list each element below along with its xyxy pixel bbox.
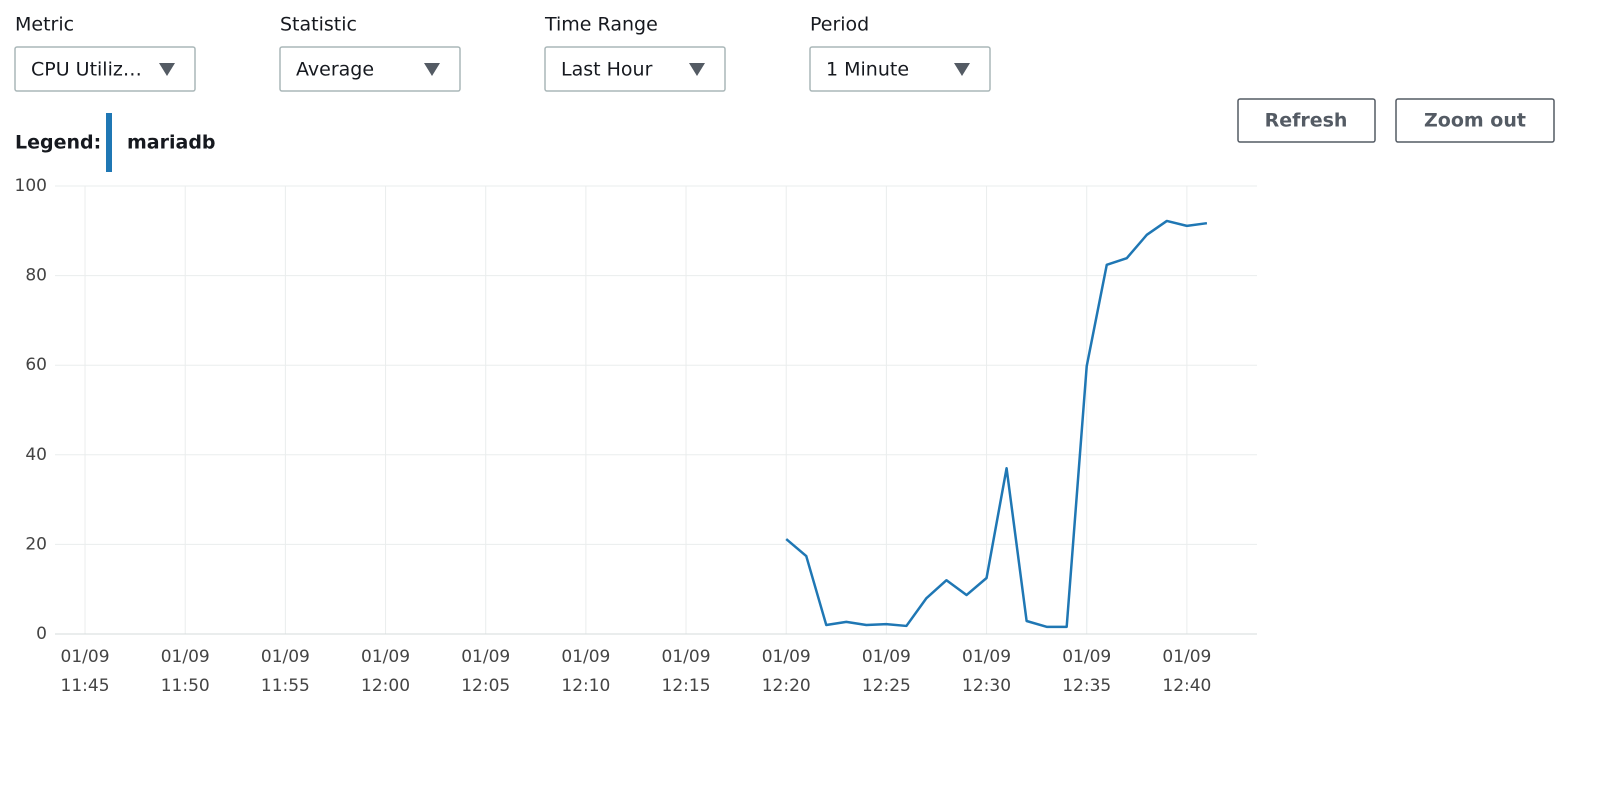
y-tick-label: 60 [25, 355, 47, 375]
x-tick-date: 01/09 [261, 647, 310, 667]
x-tick-time: 11:55 [261, 676, 310, 696]
control-label: Metric [15, 14, 74, 36]
x-tick-date: 01/09 [1062, 647, 1111, 667]
dropdown-arrow [689, 63, 705, 76]
x-tick-time: 12:35 [1062, 676, 1111, 696]
dropdown-arrow [159, 63, 175, 76]
x-tick-time: 12:20 [762, 676, 811, 696]
x-tick-date: 01/09 [1162, 647, 1211, 667]
control-label: Period [810, 14, 869, 36]
dropdown-frame [279, 46, 461, 92]
y-tick-label: 80 [25, 266, 47, 286]
button-label: Refresh [1265, 110, 1348, 132]
x-tick-time: 12:30 [962, 676, 1011, 696]
x-tick-date: 01/09 [762, 647, 811, 667]
dropdown[interactable]: Average [279, 46, 461, 92]
dropdown[interactable]: 1 Minute [809, 46, 991, 92]
dropdown[interactable]: Last Hour [544, 46, 726, 92]
y-tick-label: 100 [15, 176, 47, 196]
x-tick-time: 12:25 [862, 676, 911, 696]
y-tick-label: 0 [36, 624, 47, 644]
refresh-button[interactable]: Refresh [1237, 98, 1376, 143]
y-tick-label: 40 [25, 445, 47, 465]
dropdown-value: Average [296, 59, 374, 81]
x-tick-date: 01/09 [161, 647, 210, 667]
control-label: Statistic [280, 14, 357, 36]
x-tick-date: 01/09 [962, 647, 1011, 667]
button-frame [1237, 98, 1376, 143]
dropdown-arrow [954, 63, 970, 76]
dropdown-arrow [424, 63, 440, 76]
dropdown[interactable]: CPU Utiliz… [14, 46, 196, 92]
data-line [785, 219, 1208, 629]
controls: Metric CPU Utiliz… Statistic Average Time Ra… [14, 14, 991, 92]
dropdown-frame [544, 46, 726, 92]
legend-entry: mariadb [127, 132, 216, 154]
legend-swatch [106, 113, 112, 172]
x-tick-time: 12:15 [662, 676, 711, 696]
legend-title: Legend: [15, 132, 101, 154]
x-tick-time: 12:10 [561, 676, 610, 696]
button-label: Zoom out [1424, 110, 1526, 132]
dropdown-value: Last Hour [561, 59, 653, 81]
chart: 0 20 40 60 80 100 01/09 11:45 01/09 11:50 01/09 11:… [15, 176, 1257, 696]
x-tick-date: 01/09 [662, 647, 711, 667]
x-tick-time: 12:05 [461, 676, 510, 696]
dropdown-frame [809, 46, 991, 92]
button-frame [1395, 98, 1555, 143]
dropdown-value: 1 Minute [826, 59, 909, 81]
x-tick-time: 12:40 [1162, 676, 1211, 696]
zoom-out-button[interactable]: Zoom out [1395, 98, 1555, 143]
x-tick-date: 01/09 [461, 647, 510, 667]
x-tick-date: 01/09 [862, 647, 911, 667]
dropdown-value: CPU Utiliz… [31, 59, 142, 81]
x-tick-time: 12:00 [361, 676, 410, 696]
dropdown-frame [14, 46, 196, 92]
x-tick-time: 11:50 [161, 676, 210, 696]
x-tick-time: 11:45 [61, 676, 110, 696]
control-label: Time Range [544, 14, 658, 36]
y-tick-label: 20 [25, 534, 47, 554]
x-tick-date: 01/09 [361, 647, 410, 667]
x-tick-date: 01/09 [561, 647, 610, 667]
x-tick-date: 01/09 [61, 647, 110, 667]
